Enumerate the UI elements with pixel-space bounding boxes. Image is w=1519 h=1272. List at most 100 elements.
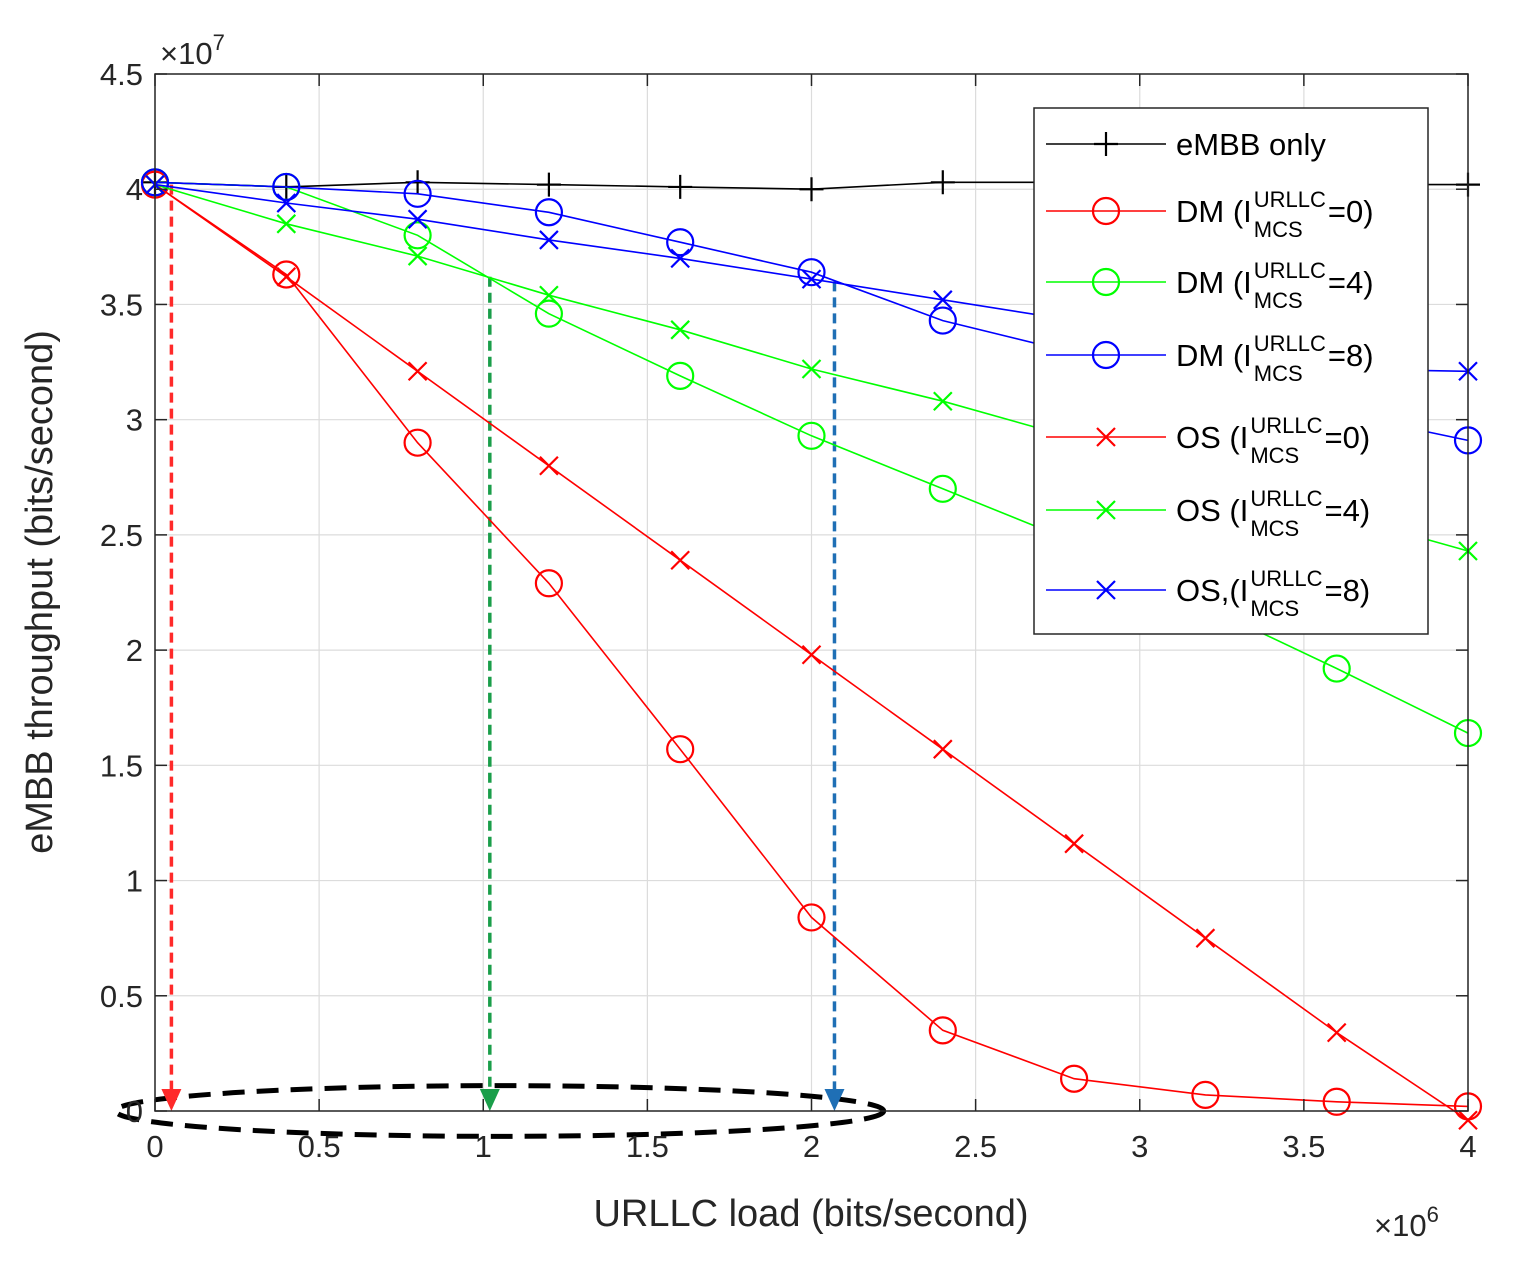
legend-label-tail: =4) xyxy=(1324,493,1370,528)
data-point xyxy=(539,455,559,476)
x-multiplier: ×10 xyxy=(1374,1208,1427,1243)
data-point xyxy=(534,198,564,227)
data-point xyxy=(801,644,822,665)
ticks: 0 0.5 1 1.5 2 2.5 3 3.5 4 0 0.5 1 1.5 2 2.5 3 3.5 4 4.5 xyxy=(100,57,1477,1164)
legend-label-tail: =8) xyxy=(1328,338,1374,373)
legend-label: eMBB only xyxy=(1176,127,1326,162)
data-point xyxy=(928,474,957,503)
data-point xyxy=(670,320,690,340)
legend-marker xyxy=(1091,196,1121,226)
data-point xyxy=(1458,1110,1478,1130)
annotations xyxy=(113,184,887,1139)
legend-marker xyxy=(1096,580,1116,600)
legend-superscript: URLLC xyxy=(1254,331,1326,356)
data-point xyxy=(407,209,428,229)
y-tick-label: 3 xyxy=(126,403,143,438)
data-point xyxy=(1322,1087,1351,1116)
y-axis-label: eMBB throughput (bits/second) xyxy=(19,330,61,854)
legend-label: OS,(I xyxy=(1176,573,1248,608)
data-point xyxy=(407,246,428,266)
x-tick-label: 3 xyxy=(1131,1129,1148,1164)
data-point xyxy=(666,735,695,764)
data-point xyxy=(1326,1022,1347,1043)
series-line xyxy=(154,183,1469,1108)
legend-label-tail: =8) xyxy=(1324,573,1370,608)
legend-label-tail: =0) xyxy=(1324,420,1370,455)
data-point xyxy=(797,258,826,287)
legend-subscript: MCS xyxy=(1250,516,1299,541)
legend-marker xyxy=(1096,427,1116,447)
y-exponent-label: ×107 xyxy=(160,30,225,71)
legend-label-tail: =0) xyxy=(1328,194,1374,229)
x-tick-label: 4 xyxy=(1459,1129,1476,1164)
data-point xyxy=(276,193,297,213)
data-point xyxy=(403,428,432,457)
x-exponent-label: ×106 xyxy=(1374,1202,1439,1243)
legend-entry: OS (I URLLC MCS =4) xyxy=(1046,486,1370,541)
data-point xyxy=(666,228,695,257)
annotation-arrow-head xyxy=(161,1089,182,1111)
data-point xyxy=(539,230,559,250)
y-tick-label: 2 xyxy=(126,633,143,668)
data-point xyxy=(276,214,297,234)
data-point xyxy=(797,903,826,932)
y-tick-label: 0 xyxy=(126,1094,143,1129)
legend-label: DM (I xyxy=(1176,194,1252,229)
legend-label: DM (I xyxy=(1176,338,1252,373)
annotation-arrow-head xyxy=(824,1089,845,1111)
legend-subscript: MCS xyxy=(1254,288,1303,313)
data-point xyxy=(933,290,953,310)
x-tick-label: 2 xyxy=(803,1129,820,1164)
data-point xyxy=(933,391,953,412)
legend-subscript: MCS xyxy=(1250,443,1299,468)
y-tick-label: 4.5 xyxy=(100,57,143,92)
data-point xyxy=(801,269,822,289)
data-point xyxy=(407,361,428,382)
data-point xyxy=(272,260,301,289)
legend-superscript: URLLC xyxy=(1250,566,1322,591)
data-point xyxy=(933,739,953,759)
legend-marker xyxy=(1094,132,1118,156)
data-point xyxy=(928,306,957,335)
data-point xyxy=(272,172,301,202)
legend-subscript: MCS xyxy=(1254,217,1303,242)
x-exponent: 6 xyxy=(1427,1202,1439,1227)
legend-marker xyxy=(1096,500,1116,520)
data-point xyxy=(670,550,690,571)
x-axis-label: URLLC load (bits/second) xyxy=(593,1193,1028,1235)
data-point xyxy=(801,359,822,379)
legend-entry: DM (I URLLC MCS =4) xyxy=(1046,258,1374,313)
series-4 xyxy=(145,174,1478,1130)
data-point xyxy=(666,361,695,390)
legend-box xyxy=(1033,107,1429,635)
data-point xyxy=(670,248,690,269)
legend-label: OS (I xyxy=(1176,420,1248,455)
data-point xyxy=(1059,1064,1089,1093)
legend-marker xyxy=(1091,340,1121,370)
legend-superscript: URLLC xyxy=(1254,187,1326,212)
x-tick-label: 0.5 xyxy=(298,1129,341,1164)
data-point xyxy=(534,299,564,328)
legend-entry: DM (I URLLC MCS =0) xyxy=(1046,187,1374,242)
data-point xyxy=(668,174,693,199)
legend-superscript: URLLC xyxy=(1254,258,1326,283)
y-tick-label: 0.5 xyxy=(100,979,143,1014)
y-tick-label: 3.5 xyxy=(100,287,143,322)
y-tick-label: 1 xyxy=(126,864,143,899)
legend-subscript: MCS xyxy=(1254,361,1303,386)
x-tick-label: 0 xyxy=(146,1129,163,1164)
data-point xyxy=(536,172,561,197)
x-tick-label: 3.5 xyxy=(1282,1129,1325,1164)
data-point xyxy=(1064,833,1084,854)
data-point xyxy=(1322,654,1351,683)
legend-label-tail: =4) xyxy=(1328,265,1374,300)
series-1 xyxy=(140,170,1483,1121)
y-tick-label: 4 xyxy=(126,172,143,207)
data-point xyxy=(403,221,432,250)
legend-label: DM (I xyxy=(1176,265,1252,300)
y-tick-label: 1.5 xyxy=(100,748,143,783)
y-multiplier: ×10 xyxy=(160,36,213,71)
legend-entry: OS (I URLLC MCS =0) xyxy=(1046,413,1370,468)
legend-subscript: MCS xyxy=(1250,596,1299,621)
